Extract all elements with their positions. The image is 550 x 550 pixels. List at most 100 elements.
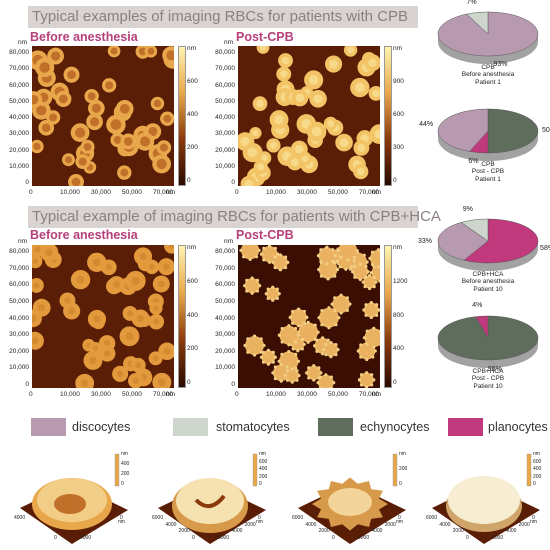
section2-left-afm-image xyxy=(32,245,174,388)
rbc-cell xyxy=(112,365,129,382)
pie-3-pct-stomatocytes: 9% xyxy=(462,206,473,214)
section1-left-colorbar-tick: 0 xyxy=(187,177,191,184)
rbc-cell xyxy=(152,154,172,174)
section2-right-y-tick: 60,000 xyxy=(215,281,235,289)
section2-title: Typical example of imaging RBCs for pati… xyxy=(32,208,441,225)
cell-3d-echynocytes-z-tick: 200 xyxy=(399,466,408,472)
cell-3d-stomatocytes-z-tick: 400 xyxy=(259,466,268,472)
cell-3d-planocytes-z-tick: nm xyxy=(533,451,540,457)
section1-right-y-tick: 20,000 xyxy=(215,146,235,154)
section2-right-x-tick: 10,000 xyxy=(266,391,286,398)
cell-3d-echynocytes-x-tick: 2000 xyxy=(384,521,396,528)
rbc-cell xyxy=(102,78,117,93)
section1-left-y-tick: 70,000 xyxy=(9,65,29,73)
rbc-cell xyxy=(264,285,281,302)
cell-3d-planocytes-x-tick: 2000 xyxy=(518,521,530,528)
section2-left-y-tick: 80,000 xyxy=(9,248,29,255)
pie-4-caption: CPB+HCA Post - CPB Patient 10 xyxy=(443,368,533,390)
pie-1-caption: CPB Before anesthesia Patient 1 xyxy=(443,64,533,86)
rbc-cell xyxy=(324,55,343,73)
cell-3d-planocytes-x-tick: 6000 xyxy=(492,535,504,541)
rbc-cell xyxy=(83,351,103,370)
rbc-cell xyxy=(257,151,272,165)
section2-right-colorbar-tick: nm xyxy=(393,244,403,251)
section1-right-y-tick: 10,000 xyxy=(215,162,235,170)
rbc-cell xyxy=(106,114,126,135)
rbc-cell xyxy=(157,258,174,276)
rbc-cell xyxy=(70,270,91,290)
section2-left-x-unit: nm xyxy=(166,391,176,398)
rbc-cell xyxy=(32,298,51,317)
pie-caption-line: Post - CPB xyxy=(471,168,505,176)
section1-title: Typical examples of imaging RBCs for pat… xyxy=(32,8,408,25)
section1-right-afm-image xyxy=(238,46,380,186)
section2-right-colorbar-tick: 1200 xyxy=(393,277,408,285)
section2-left-label: Before anesthesia xyxy=(30,228,138,242)
rbc-cell xyxy=(253,159,268,175)
section1-right-y-unit: nm xyxy=(224,39,234,46)
rbc-cell xyxy=(55,90,72,107)
cell-3d-echynocytes xyxy=(298,453,406,544)
rbc-cell xyxy=(269,110,289,130)
rbc-cell xyxy=(59,292,76,309)
section2-right-x-tick: 30,000 xyxy=(297,391,317,398)
rbc-cell xyxy=(150,96,165,111)
section1-left-y-tick: 50,000 xyxy=(9,97,29,105)
cell-3d-discocytes-colorbar xyxy=(114,453,120,487)
legend-label-stomatocytes: stomatocytes xyxy=(216,420,290,434)
section1-right-y-tick: 40,000 xyxy=(215,114,235,121)
rbc-cell xyxy=(323,116,338,131)
cell-3d-stomatocytes xyxy=(158,453,266,544)
rbc-cell xyxy=(89,341,103,355)
pie-chart-2 xyxy=(437,108,539,161)
section1-right-colorbar xyxy=(384,46,392,186)
cell-3d-planocytes-y-tick: 6000 xyxy=(426,515,438,521)
rbc-cell xyxy=(80,139,95,154)
section2-right-y-tick: 50,000 xyxy=(215,297,235,305)
rbc-cell xyxy=(252,96,268,111)
cell-3d-echynocytes-unit: nm xyxy=(396,519,403,525)
pie-2-pct-echynocytes: 50% xyxy=(542,127,550,134)
cell-3d-echynocytes-y-tick: 2000 xyxy=(318,528,330,535)
section1-left-x-tick: 30,000 xyxy=(91,189,111,196)
rbc-cell xyxy=(317,258,340,281)
rbc-cell xyxy=(357,371,376,388)
pie-caption-line: CPB+HCA xyxy=(472,271,504,278)
rbc-cell xyxy=(259,348,277,366)
section2-left-colorbar-tick: 600 xyxy=(187,277,198,285)
section1-right-y-tick: 50,000 xyxy=(215,97,235,105)
section2-right-colorbar-tick: 400 xyxy=(393,345,404,353)
rbc-cell xyxy=(164,245,174,254)
cell-3d-stomatocytes-x-tick: 2000 xyxy=(244,521,256,528)
rbc-cell xyxy=(361,274,378,291)
section2-left-x-tick: 30,000 xyxy=(91,391,111,398)
pie-2-caption: CPB Post - CPB Patient 1 xyxy=(443,161,533,183)
cell-3d-echynocytes-y-tick: 0 xyxy=(332,535,335,541)
section1-left-afm-canvas xyxy=(32,46,174,186)
section1-right-colorbar-tick: 600 xyxy=(393,111,404,118)
rbc-cell xyxy=(322,340,340,359)
section1-right-y-tick: 70,000 xyxy=(215,65,235,73)
pie-chart-1 xyxy=(437,11,539,64)
section2-left-x-tick: 0 xyxy=(29,391,33,398)
cell-3d-planocytes-x-tick: 0 xyxy=(532,515,535,521)
pie-3-slice-planocytes xyxy=(463,218,539,264)
section2-left-y-tick: 60,000 xyxy=(9,281,29,289)
cell-3d-planocytes-unit: nm xyxy=(530,519,537,525)
section2-right-y-tick: 80,000 xyxy=(215,248,235,255)
section2-left-colorbar-tick: 400 xyxy=(187,311,198,319)
cell-3d-stomatocytes-z-tick: nm xyxy=(259,451,266,457)
cell-3d-discocytes-z-tick: nm xyxy=(121,451,128,457)
section1-left-y-tick: 10,000 xyxy=(9,162,29,170)
rbc-cell xyxy=(364,54,380,72)
rbc-cell xyxy=(149,301,163,315)
cell-3d-stomatocytes-z-tick: 600 xyxy=(259,458,268,465)
rbc-cell xyxy=(243,276,262,295)
rbc-cell xyxy=(160,111,174,126)
section2-right-y-tick: 40,000 xyxy=(215,314,235,322)
pie-2-slice-echynocytes xyxy=(487,108,539,154)
rbc-cell xyxy=(239,245,261,261)
pie-1-pct-discocytes: 93% xyxy=(493,61,508,69)
section1-right-x-unit: nm xyxy=(372,189,382,196)
section2-banner: Typical example of imaging RBCs for pati… xyxy=(28,206,441,228)
